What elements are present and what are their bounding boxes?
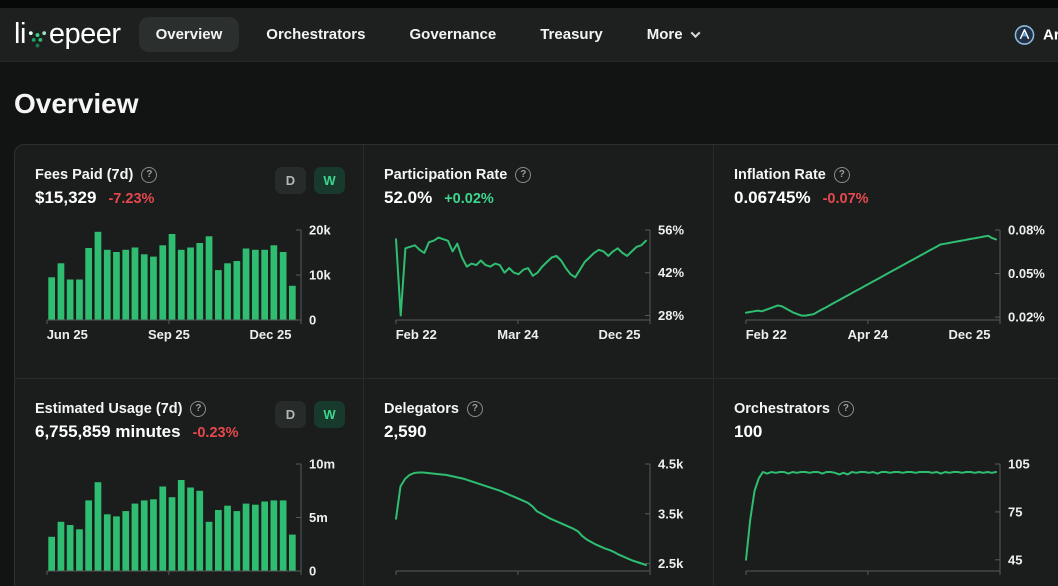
main-nav: Overview Orchestrators Governance Treasu… (138, 17, 716, 52)
weekly-toggle-button[interactable]: W (314, 167, 345, 194)
estimated-usage-chart[interactable]: 10m 5m 0 (35, 454, 345, 586)
logo-text-suffix: epeer (48, 18, 121, 50)
card-value: $15,329 (35, 188, 97, 207)
svg-text:10k: 10k (309, 268, 331, 283)
help-icon[interactable] (515, 167, 532, 183)
daily-toggle-button[interactable]: D (275, 167, 306, 194)
card-title: Fees Paid (7d) (35, 167, 134, 183)
card-participation-rate: Participation Rate 52.0% +0.02% 56% 42% 28… (364, 145, 714, 379)
svg-text:28%: 28% (658, 308, 684, 323)
card-value: 2,590 (384, 422, 427, 441)
svg-text:75: 75 (1008, 504, 1022, 519)
orchestrators-chart[interactable]: 105 75 45 (734, 454, 1058, 586)
network-switcher[interactable]: Arb (1014, 24, 1058, 45)
inflation-rate-chart[interactable]: 0.08% 0.05% 0.02% Feb 22 Apr 24 Dec 25 (734, 220, 1058, 357)
svg-text:105: 105 (1008, 457, 1030, 472)
svg-text:Feb 22: Feb 22 (396, 327, 437, 342)
card-inflation-rate: Inflation Rate 0.06745% -0.07% 0.08% 0.05… (714, 145, 1058, 379)
nav-treasury-label: Treasury (540, 26, 603, 43)
main-content: Overview Fees Paid (7d) $15,329 -7.23% D… (0, 88, 1058, 586)
card-title: Inflation Rate (734, 167, 826, 183)
svg-text:Dec 25: Dec 25 (250, 327, 292, 342)
header: li epeer Overview Orchestrators Governan… (0, 8, 1058, 62)
fees-paid-chart[interactable]: 20k 10k 0 Jun 25 Sep 25 Dec 25 (35, 220, 345, 357)
card-value: 100 (734, 422, 763, 441)
interval-toggle-group: D W (275, 401, 345, 428)
livepeer-logo[interactable]: li epeer (14, 18, 121, 51)
card-fees-paid: Fees Paid (7d) $15,329 -7.23% D W 20k 10k… (15, 145, 364, 379)
nav-more-label: More (646, 26, 683, 43)
svg-text:0.05%: 0.05% (1008, 266, 1045, 281)
card-delegators: Delegators 2,590 4.5k 3.5k 2.5k (364, 379, 714, 586)
nav-overview-label: Overview (155, 26, 223, 43)
svg-text:0.02%: 0.02% (1008, 310, 1045, 325)
svg-text:20k: 20k (309, 223, 331, 238)
delegators-chart[interactable]: 4.5k 3.5k 2.5k (384, 454, 695, 586)
svg-text:56%: 56% (658, 223, 684, 238)
svg-text:10m: 10m (309, 457, 335, 472)
card-change: +0.02% (444, 191, 494, 207)
card-change: -0.23% (192, 425, 239, 441)
nav-orchestrators[interactable]: Orchestrators (249, 17, 382, 52)
svg-text:Dec 25: Dec 25 (599, 327, 641, 342)
svg-text:42%: 42% (658, 265, 684, 280)
stats-panel: Fees Paid (7d) $15,329 -7.23% D W 20k 10k… (14, 144, 1058, 586)
nav-more[interactable]: More (630, 17, 716, 52)
card-orchestrators: Orchestrators 100 105 75 45 (714, 379, 1058, 586)
nav-orchestrators-label: Orchestrators (266, 26, 366, 43)
svg-text:0: 0 (309, 313, 316, 328)
card-title: Participation Rate (384, 167, 508, 183)
logo-text-prefix: li (14, 18, 26, 50)
logo-dotted-v-icon (28, 30, 46, 47)
svg-text:Sep 25: Sep 25 (148, 327, 190, 342)
card-title: Delegators (384, 401, 459, 417)
svg-text:0.08%: 0.08% (1008, 223, 1045, 238)
nav-governance[interactable]: Governance (393, 17, 514, 52)
arbitrum-icon (1014, 24, 1035, 45)
page-title: Overview (14, 88, 139, 119)
help-icon[interactable] (833, 167, 850, 183)
network-label: Arb (1043, 26, 1058, 43)
nav-governance-label: Governance (409, 26, 497, 43)
card-value: 52.0% (384, 188, 433, 207)
card-title: Estimated Usage (7d) (35, 401, 183, 417)
svg-text:3.5k: 3.5k (658, 506, 684, 521)
nav-treasury[interactable]: Treasury (523, 17, 620, 52)
chevron-down-icon (690, 28, 701, 39)
help-icon[interactable] (837, 401, 854, 417)
interval-toggle-group: D W (275, 167, 345, 194)
card-value: 6,755,859 minutes (35, 422, 181, 441)
svg-text:Dec 25: Dec 25 (949, 327, 991, 342)
help-icon[interactable] (466, 401, 483, 417)
card-estimated-usage: Estimated Usage (7d) 6,755,859 minutes -… (15, 379, 364, 586)
help-icon[interactable] (141, 167, 158, 183)
svg-text:Feb 22: Feb 22 (746, 327, 787, 342)
svg-text:Mar 24: Mar 24 (497, 327, 539, 342)
card-change: -7.23% (108, 191, 155, 207)
svg-text:4.5k: 4.5k (658, 457, 684, 472)
card-change: -0.07% (822, 191, 869, 207)
svg-text:Jun 25: Jun 25 (47, 327, 88, 342)
help-icon[interactable] (190, 401, 207, 417)
participation-rate-chart[interactable]: 56% 42% 28% Feb 22 Mar 24 Dec 25 (384, 220, 695, 357)
card-title: Orchestrators (734, 401, 830, 417)
weekly-toggle-button[interactable]: W (314, 401, 345, 428)
card-value: 0.06745% (734, 188, 811, 207)
top-strip (0, 0, 1058, 8)
svg-text:2.5k: 2.5k (658, 556, 684, 571)
svg-text:45: 45 (1008, 552, 1022, 567)
daily-toggle-button[interactable]: D (275, 401, 306, 428)
svg-text:5m: 5m (309, 510, 328, 525)
nav-overview[interactable]: Overview (138, 17, 240, 52)
svg-text:Apr 24: Apr 24 (848, 327, 889, 342)
svg-text:0: 0 (309, 564, 316, 579)
